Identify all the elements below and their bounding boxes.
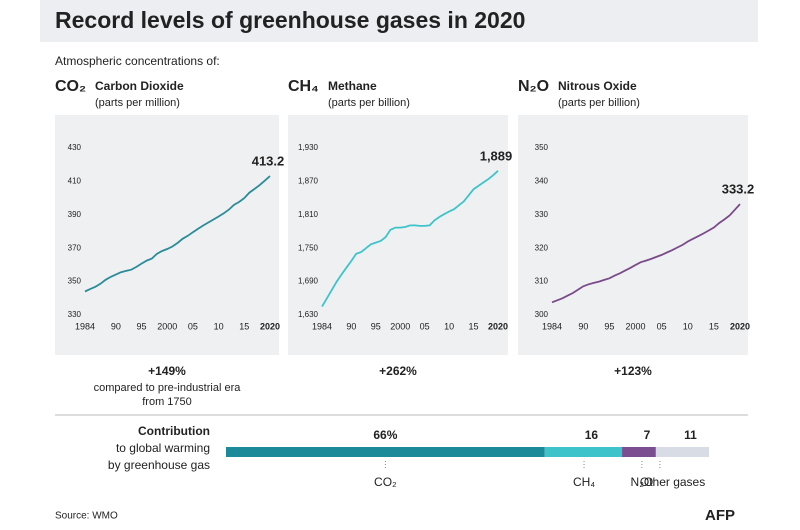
- bar-segment: [622, 447, 656, 457]
- x-tick-label: 95: [137, 321, 147, 331]
- bar-subtitle: to global warming: [116, 441, 210, 455]
- y-tick-label: 1,930: [298, 143, 319, 152]
- data-line: [551, 203, 741, 304]
- y-tick-label: 1,630: [298, 310, 319, 319]
- y-tick-label: 310: [535, 277, 549, 286]
- category-label: Other gases: [640, 475, 705, 489]
- value-label: 66%: [373, 428, 397, 442]
- y-tick-label: 1,810: [298, 210, 319, 219]
- value-label: 333.2: [722, 182, 755, 197]
- value-label: 11: [684, 428, 697, 442]
- change: +123%: [614, 364, 652, 378]
- y-tick-label: 300: [535, 310, 549, 319]
- change: +149%: [148, 364, 186, 378]
- change: +262%: [379, 364, 417, 378]
- value-label: 16: [585, 428, 599, 442]
- y-tick-label: 1,870: [298, 177, 319, 186]
- bar-segment: [544, 447, 623, 457]
- bar-segment: [655, 447, 709, 457]
- value-label: 413.2: [252, 153, 285, 168]
- formula: CO₂: [55, 78, 86, 95]
- panel: [55, 115, 279, 355]
- logo: AFP: [705, 507, 735, 524]
- panel: [518, 115, 748, 355]
- change-note: from 1750: [142, 396, 192, 408]
- y-tick-label: 350: [535, 143, 549, 152]
- y-tick-label: 370: [68, 243, 82, 252]
- panel-unit: (parts per billion): [328, 97, 410, 109]
- panel-title: Nitrous Oxide: [558, 79, 637, 93]
- x-tick-label: 15: [239, 321, 249, 331]
- panel-unit: (parts per million): [95, 97, 180, 109]
- value-label: 1,889: [480, 148, 513, 163]
- subtitle: Atmospheric concentrations of:: [55, 54, 220, 68]
- y-tick-label: 330: [535, 210, 549, 219]
- y-tick-label: 330: [68, 310, 82, 319]
- y-tick-label: 320: [535, 243, 549, 252]
- x-tick-label: 05: [657, 321, 667, 331]
- x-tick-label: 95: [371, 321, 381, 331]
- bar-title: Contribution: [138, 424, 210, 438]
- x-tick-label: 2020: [488, 321, 508, 331]
- x-tick-label: 2020: [260, 321, 280, 331]
- x-tick-label: 15: [469, 321, 479, 331]
- y-tick-label: 350: [68, 277, 82, 286]
- y-tick-label: 390: [68, 210, 82, 219]
- y-tick-label: 430: [68, 143, 82, 152]
- x-tick-label: 10: [683, 321, 693, 331]
- y-tick-label: 1,750: [298, 243, 319, 252]
- bar-segment: [226, 447, 545, 457]
- formula: N₂O: [518, 78, 549, 95]
- panel-title: Carbon Dioxide: [95, 79, 184, 93]
- x-tick-label: 2000: [390, 321, 410, 331]
- data-line: [321, 170, 499, 308]
- x-tick-label: 1984: [542, 321, 562, 331]
- panel-title: Methane: [328, 79, 377, 93]
- x-tick-label: 2020: [730, 321, 750, 331]
- title-band: [40, 0, 758, 42]
- x-tick-label: 2000: [157, 321, 177, 331]
- x-tick-label: 90: [346, 321, 356, 331]
- bar-subtitle: by greenhouse gas: [108, 458, 210, 472]
- x-tick-label: 10: [214, 321, 224, 331]
- x-tick-label: 2000: [626, 321, 646, 331]
- y-tick-label: 1,690: [298, 277, 319, 286]
- x-tick-label: 05: [188, 321, 198, 331]
- category-label: N₂O: [631, 475, 654, 489]
- x-tick-label: 10: [444, 321, 454, 331]
- x-tick-label: 90: [111, 321, 121, 331]
- change-note: compared to pre-industrial era: [94, 382, 242, 394]
- title: Record levels of greenhouse gases in 202…: [55, 7, 525, 33]
- category-label: CH₄: [573, 475, 595, 489]
- x-tick-label: 90: [578, 321, 588, 331]
- panel-unit: (parts per billion): [558, 97, 640, 109]
- source: Source: WMO: [55, 511, 118, 522]
- x-tick-label: 1984: [312, 321, 332, 331]
- y-tick-label: 410: [68, 177, 82, 186]
- value-label: 7: [644, 428, 651, 442]
- x-tick-label: 15: [709, 321, 719, 331]
- x-tick-label: 95: [604, 321, 614, 331]
- category-label: CO₂: [374, 475, 397, 489]
- panel: [288, 115, 508, 355]
- x-tick-label: 1984: [75, 321, 95, 331]
- formula: CH₄: [288, 78, 319, 95]
- y-tick-label: 340: [535, 177, 549, 186]
- x-tick-label: 05: [420, 321, 430, 331]
- data-line: [84, 175, 271, 293]
